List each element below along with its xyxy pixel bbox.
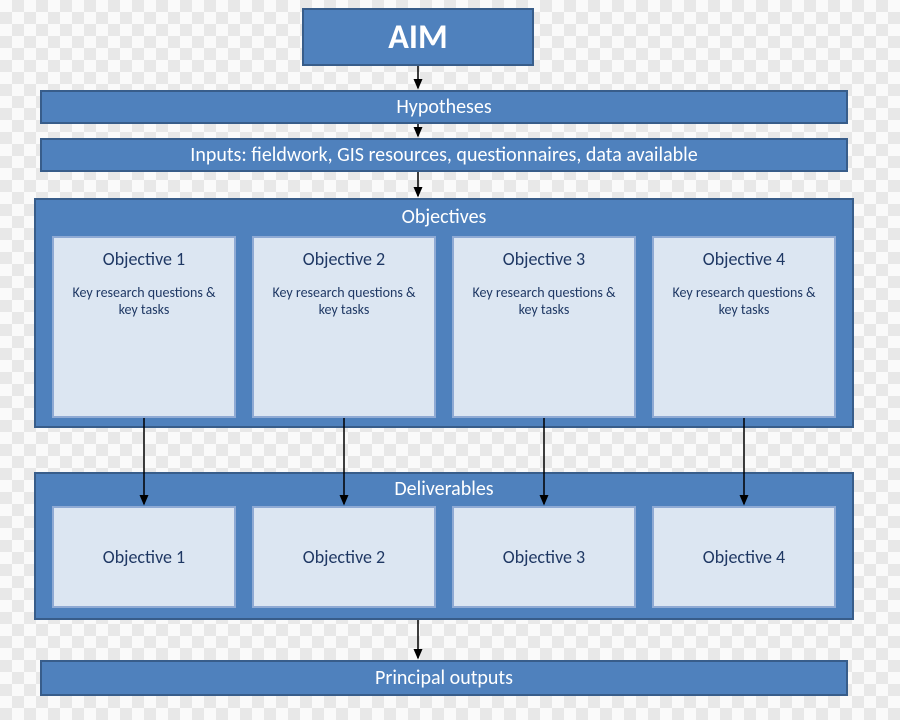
objectives-box-4-body: Key research questions & key tasks [654, 284, 834, 318]
hypotheses-bar: Hypotheses [40, 90, 848, 124]
deliverables-boxes-row: Objective 1 Objective 2 Objective 3 Objecti… [52, 506, 836, 608]
objectives-title: Objectives [36, 200, 852, 234]
objectives-box-2: Objective 2 Key research questions & key … [252, 236, 436, 418]
objectives-box-4: Objective 4 Key research questions & key … [652, 236, 836, 418]
objectives-box-1-body: Key research questions & key tasks [54, 284, 234, 318]
objectives-box-3-body: Key research questions & key tasks [454, 284, 634, 318]
outputs-bar: Principal outputs [40, 660, 848, 696]
objectives-box-3-title: Objective 3 [503, 248, 585, 270]
inputs-bar: Inputs: fieldwork, GIS resources, questi… [40, 138, 848, 172]
deliverables-box-4: Objective 4 [652, 506, 836, 608]
deliverables-box-2: Objective 2 [252, 506, 436, 608]
objectives-box-2-body: Key research questions & key tasks [254, 284, 434, 318]
deliverables-box-1: Objective 1 [52, 506, 236, 608]
aim-box: AIM [302, 8, 534, 66]
aim-label: AIM [388, 17, 447, 58]
objectives-box-4-title: Objective 4 [703, 248, 785, 270]
objectives-box-3: Objective 3 Key research questions & key … [452, 236, 636, 418]
objectives-box-1: Objective 1 Key research questions & key … [52, 236, 236, 418]
hypotheses-label: Hypotheses [396, 95, 491, 119]
objectives-box-1-title: Objective 1 [103, 248, 185, 270]
outputs-label: Principal outputs [375, 666, 513, 690]
deliverables-box-3-title: Objective 3 [503, 546, 585, 568]
flowchart-canvas: AIM Hypotheses Inputs: fieldwork, GIS res… [0, 0, 900, 720]
deliverables-box-4-title: Objective 4 [703, 546, 785, 568]
deliverables-box-2-title: Objective 2 [303, 546, 385, 568]
deliverables-box-3: Objective 3 [452, 506, 636, 608]
objectives-boxes-row: Objective 1 Key research questions & key … [52, 236, 836, 418]
objectives-box-2-title: Objective 2 [303, 248, 385, 270]
deliverables-title: Deliverables [36, 474, 852, 504]
deliverables-box-1-title: Objective 1 [103, 546, 185, 568]
inputs-label: Inputs: fieldwork, GIS resources, questi… [190, 143, 697, 167]
